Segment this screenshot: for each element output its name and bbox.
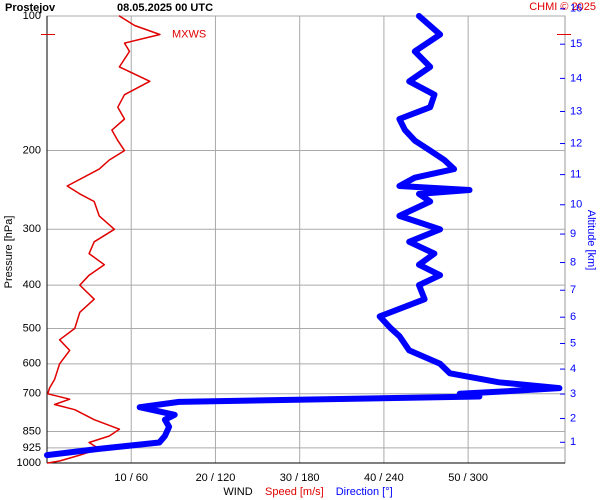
y2-tick-label: 13 (570, 105, 582, 117)
y2-tick-label: 12 (570, 137, 582, 149)
x-axis-label: WIND (223, 486, 252, 498)
legend-label: Speed [m/s] (265, 486, 324, 498)
x-tick-label: 10 / 60 (114, 472, 148, 484)
y2-tick-label: 4 (570, 363, 576, 375)
y-tick-label: 925 (23, 442, 41, 454)
credit: CHMI © 2025 (529, 1, 596, 13)
legend-label: Direction [°] (336, 486, 393, 498)
y-tick-label: 850 (23, 425, 41, 437)
y-axis-label: Pressure [hPa] (3, 216, 15, 289)
y-tick-label: 400 (23, 279, 41, 291)
x-tick-label: 50 / 300 (448, 472, 488, 484)
y2-tick-label: 16 (570, 3, 582, 15)
y-tick-label: 200 (23, 144, 41, 156)
x-tick-label: 20 / 120 (196, 472, 236, 484)
speed-line (47, 15, 161, 464)
y-tick-label: 100 (23, 10, 41, 22)
chart-title: Prostejov (5, 2, 56, 14)
y2-tick-label: 6 (570, 311, 576, 323)
annotation: MXWS (172, 28, 206, 40)
y2-tick-label: 15 (570, 38, 582, 50)
y2-tick-label: 14 (570, 72, 582, 84)
direction-line (44, 13, 563, 459)
y2-tick-label: 10 (570, 199, 582, 211)
y2-tick-label: 3 (570, 388, 576, 400)
y2-tick-label: 9 (570, 228, 576, 240)
y2-tick-label: 1 (570, 436, 576, 448)
y-tick-label: 300 (23, 223, 41, 235)
y2-tick-label: 11 (570, 169, 581, 181)
y-tick-label: 700 (23, 388, 41, 400)
y-tick-label: 1000 (17, 457, 41, 469)
y-tick-label: 500 (23, 322, 41, 334)
y2-axis-label: Altitude [km] (585, 210, 597, 271)
y2-tick-label: 7 (570, 284, 576, 296)
x-tick-label: 40 / 240 (364, 472, 404, 484)
plot-frame (46, 15, 566, 464)
y-tick-label: 600 (23, 358, 41, 370)
x-tick-label: 30 / 180 (280, 472, 320, 484)
y2-tick-label: 2 (570, 412, 576, 424)
y2-tick-label: 8 (570, 256, 576, 268)
chart-subtitle: 08.05.2025 00 UTC (117, 2, 213, 14)
y2-tick-label: 5 (570, 337, 576, 349)
